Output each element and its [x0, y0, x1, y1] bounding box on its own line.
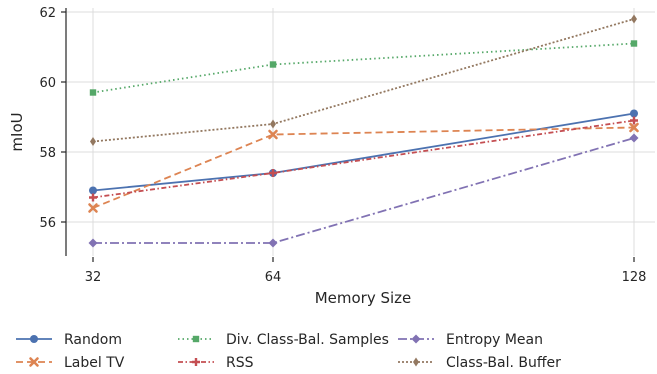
data-point [630, 116, 638, 125]
data-point [88, 203, 98, 213]
data-point [630, 109, 638, 118]
data-point [90, 137, 96, 146]
y-ticks: 56 58 60 62 [39, 6, 66, 231]
data-point [88, 238, 98, 248]
legend-label: Entropy Mean [446, 332, 543, 348]
legend-marker [192, 358, 200, 366]
y-tick-label: 60 [39, 76, 56, 91]
series-line [93, 137, 635, 244]
legend-marker [192, 335, 200, 343]
legend: Random Label TV Div. Class-Bal. Samples RSS… [16, 332, 561, 371]
legend-item: Entropy Mean [398, 332, 543, 348]
series-rss [89, 116, 638, 202]
x-tick-label: 32 [85, 270, 102, 285]
data-point [629, 133, 639, 143]
data-point [269, 169, 277, 177]
legend-marker [411, 334, 421, 344]
legend-label: Div. Class-Bal. Samples [226, 332, 389, 348]
legend-marker [413, 357, 419, 367]
data-point [270, 119, 276, 129]
legend-item: Div. Class-Bal. Samples [178, 332, 389, 348]
series-entropy-mean [88, 133, 639, 248]
legend-label: Random [64, 332, 122, 348]
series-label-tv [88, 122, 639, 213]
data-point [269, 61, 277, 68]
data-point [630, 40, 638, 47]
data-point [629, 122, 639, 133]
legend-marker [29, 357, 39, 367]
data-point [89, 89, 97, 96]
series-div-class-bal-samples [89, 40, 638, 96]
data-point [89, 186, 97, 195]
x-tick-label: 64 [265, 270, 282, 285]
legend-label: Label TV [64, 355, 125, 371]
legend-item: RSS [178, 355, 254, 371]
data-point [89, 193, 97, 202]
data-point [268, 129, 278, 140]
y-tick-label: 58 [39, 146, 56, 161]
x-axis-label: Memory Size [315, 289, 412, 307]
series-line [92, 42, 635, 94]
y-axis-label: mIoU [8, 112, 26, 151]
series-line [92, 119, 635, 199]
legend-item: Label TV [16, 355, 125, 371]
series-group [88, 14, 639, 248]
x-ticks: 32 64 128 [85, 257, 647, 285]
series-class-bal-buffer [90, 14, 637, 146]
legend-label: Class-Bal. Buffer [446, 355, 561, 371]
legend-marker [30, 335, 38, 343]
data-point [268, 238, 278, 248]
legend-label: RSS [226, 355, 254, 371]
grid [66, 8, 655, 256]
data-point [631, 14, 637, 24]
y-tick-label: 62 [39, 6, 56, 21]
x-tick-label: 128 [622, 270, 647, 285]
legend-item: Random [16, 332, 122, 348]
legend-item: Class-Bal. Buffer [398, 355, 561, 371]
series-line [92, 126, 635, 209]
y-tick-label: 56 [39, 216, 56, 231]
